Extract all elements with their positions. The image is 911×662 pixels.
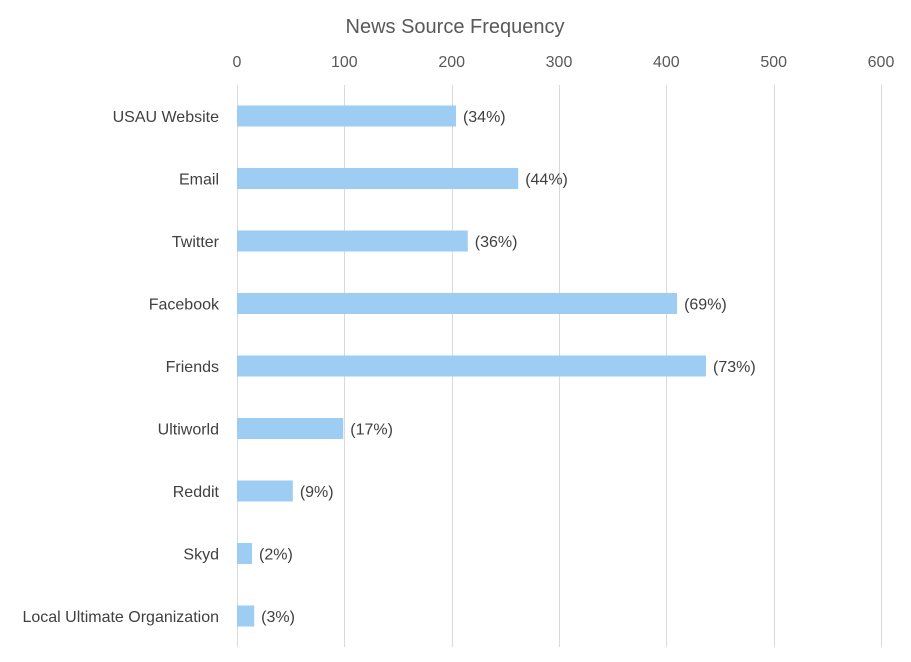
data-label: (36%) (475, 234, 518, 251)
category-label: Facebook (149, 297, 220, 314)
category-label: Friends (166, 359, 219, 376)
bar (237, 543, 253, 564)
category-label: Reddit (173, 484, 220, 501)
x-tick-label: 400 (653, 54, 680, 71)
bar (237, 293, 678, 314)
bar (237, 418, 344, 439)
category-label: Email (179, 172, 219, 189)
data-label: (3%) (261, 609, 295, 626)
category-label: Skyd (183, 547, 219, 564)
bars (237, 105, 707, 627)
x-axis-ticks: 0 100 200 300 400 500 600 (233, 54, 895, 71)
bar (237, 480, 293, 502)
data-label: (73%) (713, 359, 756, 376)
bar (237, 230, 468, 252)
data-labels: (34%) (44%) (36%) (69%) (73%) (17%) (9%) (2%) (3… (259, 109, 756, 626)
x-tick-label: 0 (233, 54, 242, 71)
category-labels: USAU Website Email Twitter Facebook Friends U… (22, 109, 220, 626)
category-label: Ultiworld (158, 422, 219, 439)
x-tick-label: 100 (331, 54, 358, 71)
x-tick-label: 600 (868, 54, 895, 71)
bar (237, 355, 707, 377)
data-label: (9%) (300, 484, 334, 501)
bar (237, 605, 255, 627)
x-tick-label: 500 (760, 54, 787, 71)
category-label: USAU Website (113, 109, 220, 126)
x-tick-label: 300 (546, 54, 573, 71)
data-label: (44%) (525, 172, 568, 189)
x-tick-label: 200 (438, 54, 465, 71)
category-label: Local Ultimate Organization (22, 609, 219, 626)
category-label: Twitter (172, 234, 220, 251)
chart-title: News Source Frequency (346, 16, 565, 38)
data-label: (2%) (259, 547, 293, 564)
bar (237, 168, 519, 189)
data-label: (17%) (350, 422, 393, 439)
data-label: (34%) (463, 109, 506, 126)
data-label: (69%) (684, 297, 727, 314)
bar (237, 105, 456, 127)
